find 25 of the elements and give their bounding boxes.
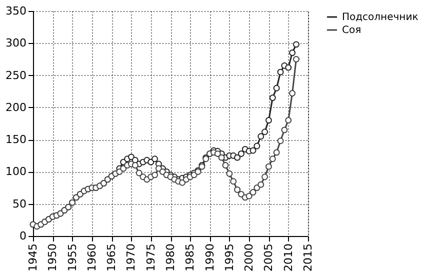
x-tick-label: 2005 (262, 244, 276, 272)
y-tick-label: 300 (6, 36, 26, 50)
y-tick-label: 150 (6, 133, 26, 146)
x-tick-label: 1995 (222, 244, 236, 272)
x-tick-label: 2000 (242, 244, 256, 272)
y-tick-label: 200 (6, 100, 26, 114)
x-tick-label: 1990 (203, 244, 216, 272)
x-tick-label: 1980 (164, 244, 177, 272)
y-tick-label: 100 (6, 165, 26, 178)
x-tick-label: 1955 (66, 244, 79, 272)
legend-label: Подсолнечник (342, 12, 418, 23)
y-tick-label: 350 (6, 4, 26, 18)
x-tick-label: 1975 (144, 244, 158, 272)
legend-label: Соя (342, 25, 362, 36)
x-tick-label: 1960 (85, 244, 98, 272)
x-tick-label: 2015 (302, 244, 314, 272)
y-tick-label: 0 (20, 230, 26, 242)
x-tick-label: 1950 (46, 244, 60, 272)
x-tick-label: 2010 (282, 244, 295, 272)
x-tick-label: 1945 (26, 244, 40, 272)
x-tick-label: 1985 (184, 244, 197, 272)
y-tick-label: 50 (12, 197, 26, 210)
x-tick-label: 1970 (124, 244, 138, 272)
x-tick-label: 1965 (105, 244, 118, 272)
y-tick-label: 250 (6, 68, 26, 82)
